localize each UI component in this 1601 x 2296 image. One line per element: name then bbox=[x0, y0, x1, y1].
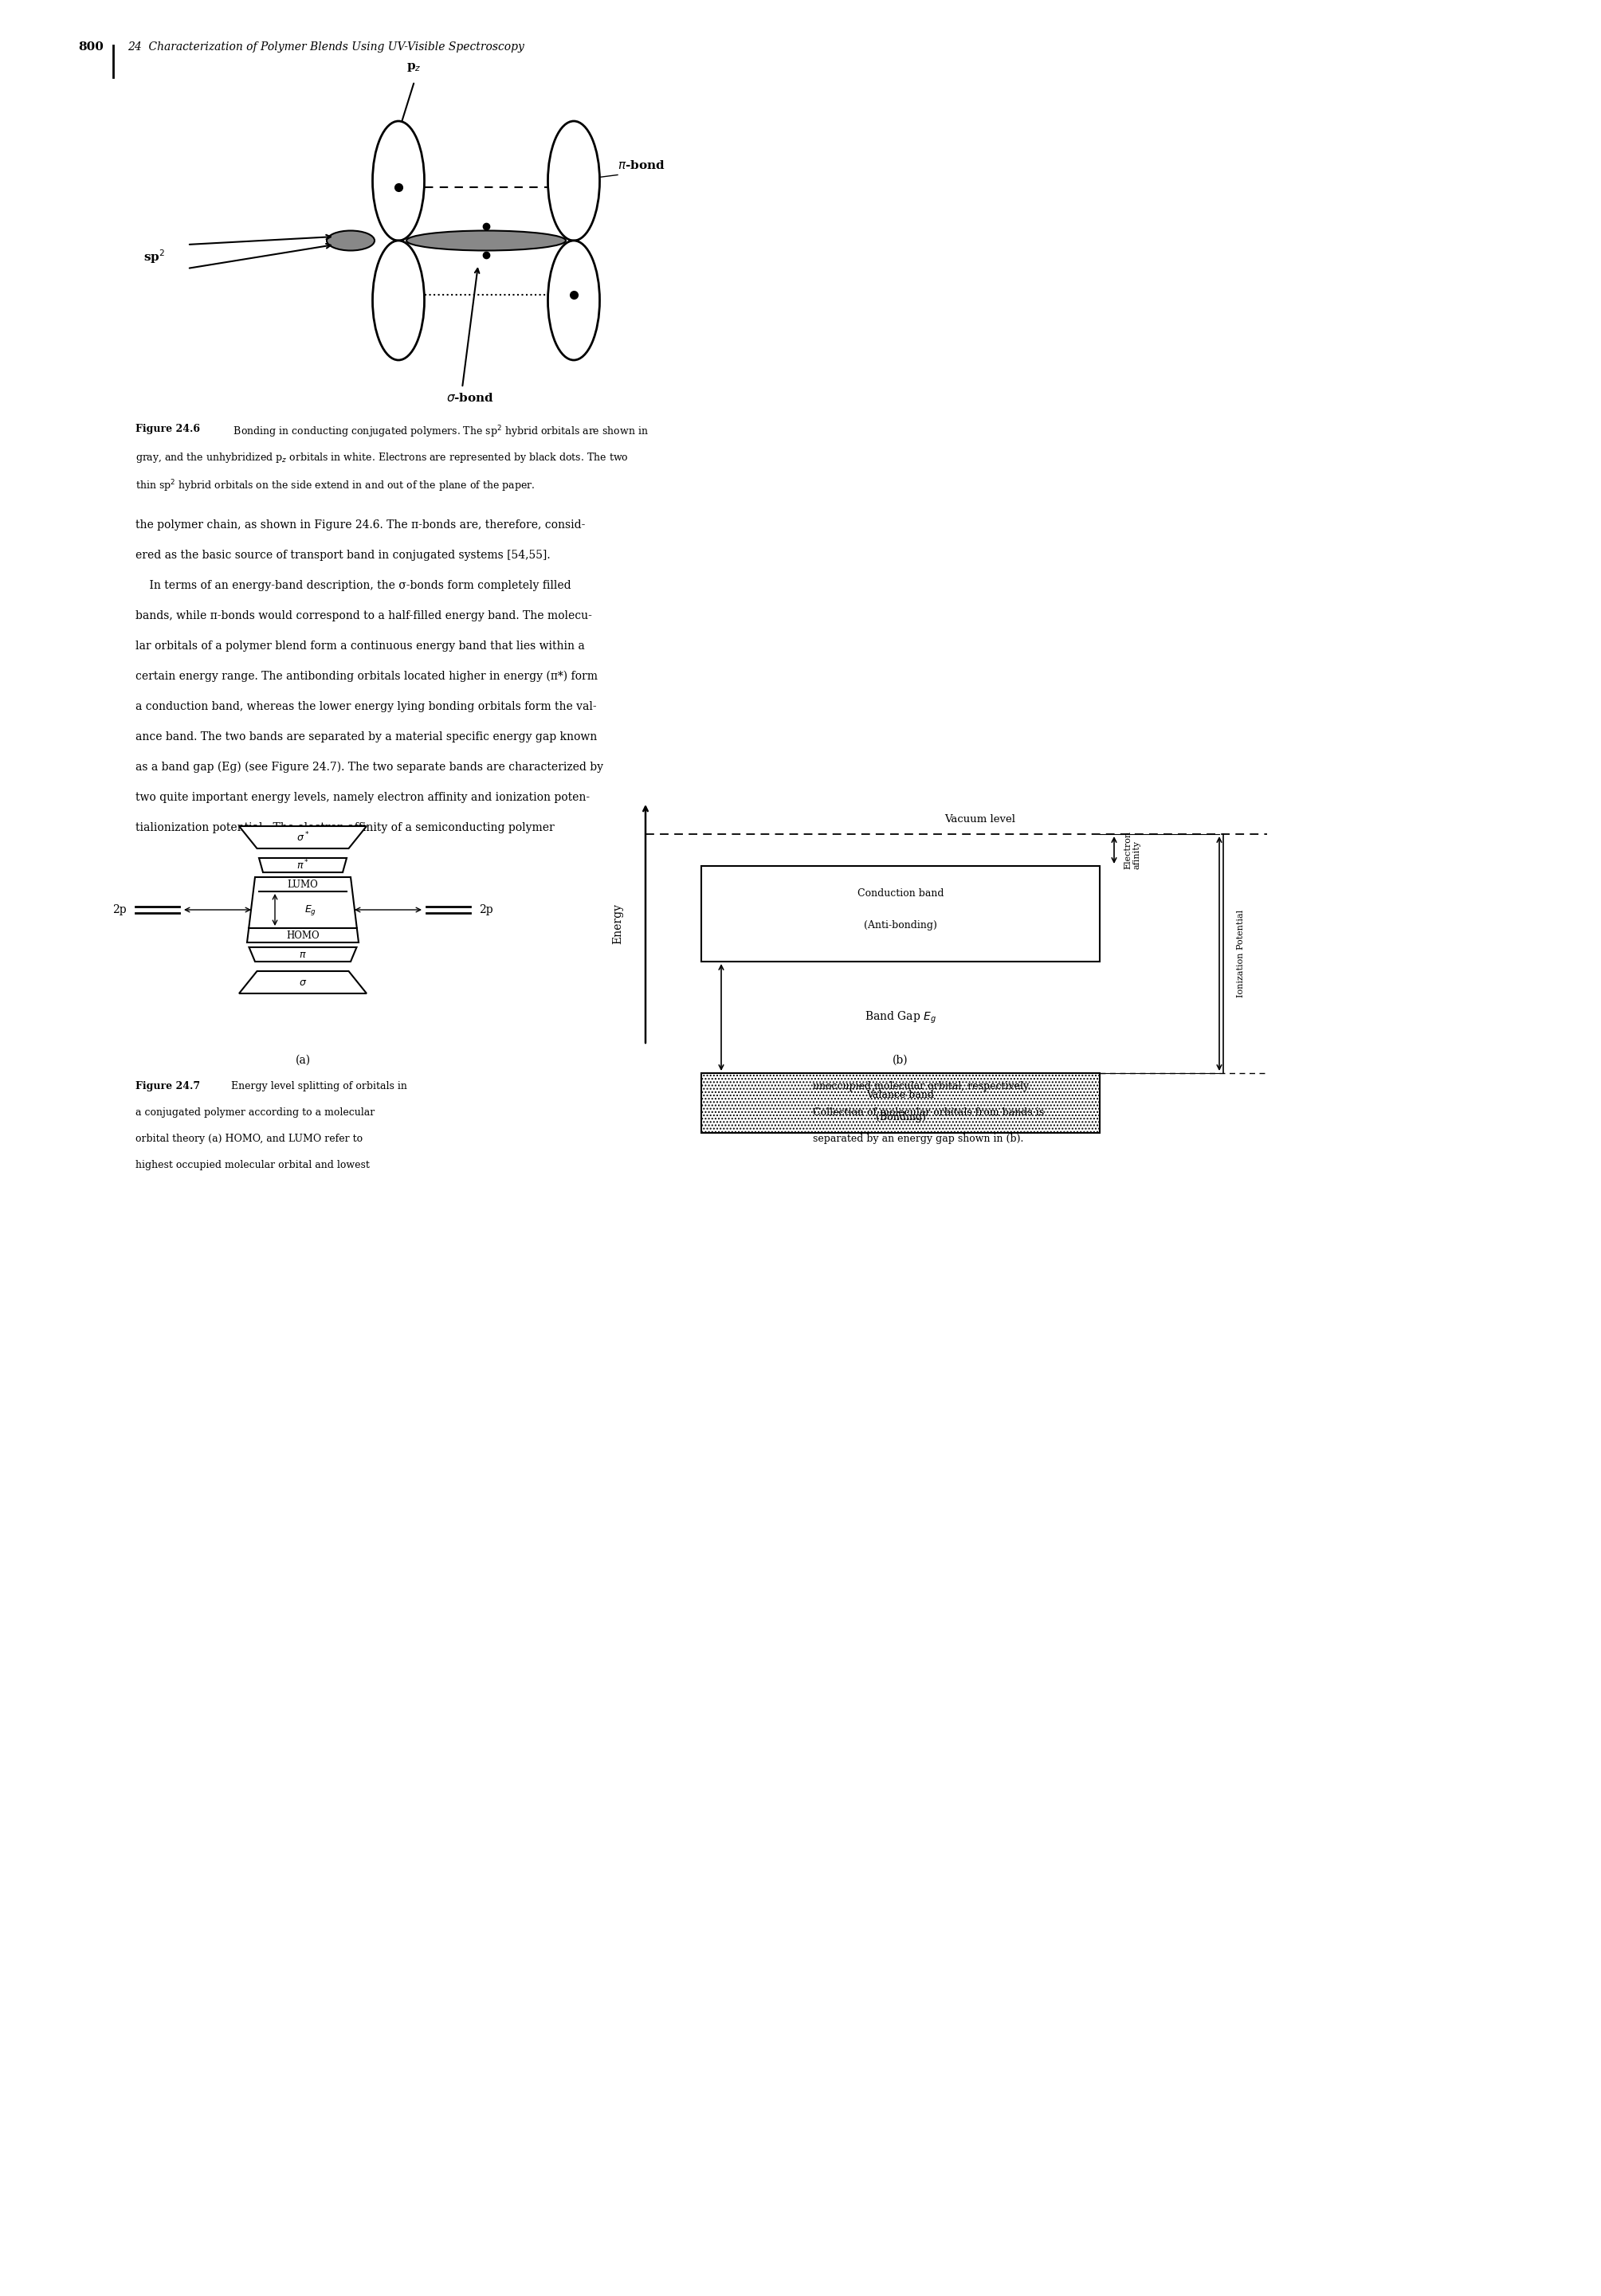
Text: LUMO: LUMO bbox=[288, 879, 319, 889]
Text: certain energy range. The antibonding orbitals located higher in energy (π*) for: certain energy range. The antibonding or… bbox=[136, 670, 597, 682]
Ellipse shape bbox=[548, 122, 600, 241]
Polygon shape bbox=[250, 948, 357, 962]
Text: $\sigma^*$: $\sigma^*$ bbox=[296, 831, 309, 845]
Text: p$_z$: p$_z$ bbox=[407, 62, 421, 73]
Ellipse shape bbox=[373, 241, 424, 360]
Text: $\pi$: $\pi$ bbox=[299, 948, 307, 960]
Text: as a band gap (Eɡ) (see Figure 24.7). The two separate bands are characterized b: as a band gap (Eɡ) (see Figure 24.7). Th… bbox=[136, 762, 604, 774]
Text: tialionization potential.  The electron affinity of a semiconducting polymer: tialionization potential. The electron a… bbox=[136, 822, 554, 833]
Polygon shape bbox=[247, 877, 359, 941]
Text: bands, while π-bonds would correspond to a half-filled energy band. The molecu-: bands, while π-bonds would correspond to… bbox=[136, 611, 592, 622]
Text: the polymer chain, as shown in Figure 24.6. The π-bonds are, therefore, consid-: the polymer chain, as shown in Figure 24… bbox=[136, 519, 586, 530]
Text: unoccupied molecular orbital, respectively.: unoccupied molecular orbital, respective… bbox=[813, 1081, 1031, 1091]
Text: Bonding in conducting conjugated polymers. The sp$^2$ hybrid orbitals are shown : Bonding in conducting conjugated polymer… bbox=[227, 425, 648, 439]
Text: $\sigma$: $\sigma$ bbox=[299, 978, 307, 987]
Polygon shape bbox=[239, 827, 367, 850]
Text: Valance band: Valance band bbox=[866, 1091, 935, 1100]
Text: Vacuum level: Vacuum level bbox=[945, 815, 1015, 824]
Text: two quite important energy levels, namely electron affinity and ionization poten: two quite important energy levels, namel… bbox=[136, 792, 589, 804]
Text: $\pi^*$: $\pi^*$ bbox=[296, 859, 309, 872]
Ellipse shape bbox=[327, 230, 375, 250]
Text: Collection of molecular orbitals from bands is: Collection of molecular orbitals from ba… bbox=[813, 1107, 1044, 1118]
Text: Electron
afinity: Electron afinity bbox=[1124, 831, 1142, 870]
Text: $\pi$-bond: $\pi$-bond bbox=[618, 158, 664, 170]
Text: Band Gap $E_g$: Band Gap $E_g$ bbox=[865, 1010, 937, 1024]
Polygon shape bbox=[239, 971, 367, 994]
Text: a conjugated polymer according to a molecular: a conjugated polymer according to a mole… bbox=[136, 1107, 375, 1118]
Text: a conduction band, whereas the lower energy lying bonding orbitals form the val-: a conduction band, whereas the lower ene… bbox=[136, 700, 597, 712]
Text: $E_g$: $E_g$ bbox=[304, 902, 317, 916]
Text: ered as the basic source of transport band in conjugated systems [54,55].: ered as the basic source of transport ba… bbox=[136, 549, 551, 560]
Bar bbox=[701, 1072, 1100, 1132]
Text: $\sigma$-bond: $\sigma$-bond bbox=[447, 393, 495, 404]
Text: thin sp$^2$ hybrid orbitals on the side extend in and out of the plane of the pa: thin sp$^2$ hybrid orbitals on the side … bbox=[136, 478, 535, 494]
Text: sp$^2$: sp$^2$ bbox=[144, 248, 165, 264]
Text: Energy: Energy bbox=[612, 902, 623, 944]
Text: (Bonding): (Bonding) bbox=[876, 1111, 925, 1123]
Text: Conduction band: Conduction band bbox=[857, 889, 943, 900]
Ellipse shape bbox=[373, 122, 424, 241]
Text: Ionization Potential: Ionization Potential bbox=[1238, 909, 1246, 996]
Text: 2p: 2p bbox=[479, 905, 493, 916]
Text: 24  Characterization of Polymer Blends Using UV-Visible Spectroscopy: 24 Characterization of Polymer Blends Us… bbox=[128, 41, 524, 53]
Ellipse shape bbox=[548, 241, 600, 360]
Text: 800: 800 bbox=[78, 41, 104, 53]
Text: Figure 24.6: Figure 24.6 bbox=[136, 425, 200, 434]
Text: (b): (b) bbox=[893, 1054, 908, 1065]
Text: (Anti-bonding): (Anti-bonding) bbox=[865, 921, 937, 930]
Text: Energy level splitting of orbitals in: Energy level splitting of orbitals in bbox=[224, 1081, 407, 1091]
Polygon shape bbox=[259, 859, 347, 872]
Text: In terms of an energy-band description, the σ-bonds form completely filled: In terms of an energy-band description, … bbox=[136, 581, 572, 590]
Text: HOMO: HOMO bbox=[287, 930, 320, 941]
Ellipse shape bbox=[407, 230, 565, 250]
Bar bbox=[701, 866, 1100, 962]
Text: 2p: 2p bbox=[112, 905, 126, 916]
Text: (a): (a) bbox=[295, 1054, 311, 1065]
Text: highest occupied molecular orbital and lowest: highest occupied molecular orbital and l… bbox=[136, 1159, 370, 1171]
Text: orbital theory (a) HOMO, and LUMO refer to: orbital theory (a) HOMO, and LUMO refer … bbox=[136, 1134, 363, 1143]
Text: gray, and the unhybridized p$_z$ orbitals in white. Electrons are represented by: gray, and the unhybridized p$_z$ orbital… bbox=[136, 450, 629, 464]
Text: Figure 24.7: Figure 24.7 bbox=[136, 1081, 200, 1091]
Text: lar orbitals of a polymer blend form a continuous energy band that lies within a: lar orbitals of a polymer blend form a c… bbox=[136, 641, 584, 652]
Text: separated by an energy gap shown in (b).: separated by an energy gap shown in (b). bbox=[813, 1134, 1023, 1143]
Text: ance band. The two bands are separated by a material specific energy gap known: ance band. The two bands are separated b… bbox=[136, 732, 597, 742]
